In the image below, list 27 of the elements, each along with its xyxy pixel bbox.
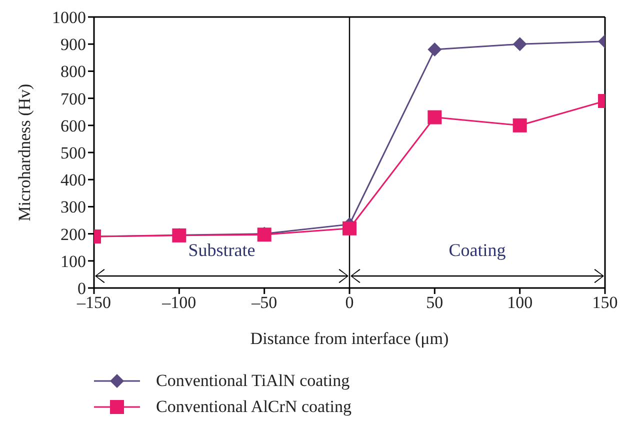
point: [342, 221, 356, 236]
y-tick-label: 300: [60, 198, 86, 217]
y-tick-label: 700: [60, 89, 86, 108]
point: [512, 37, 527, 52]
y-tick-label: 500: [60, 144, 86, 163]
point: [428, 110, 442, 124]
y-tick-label: 600: [60, 116, 86, 136]
y-tick-label: 100: [60, 252, 86, 271]
y-axis-title: Microhardness (Hv): [14, 84, 34, 222]
legend-label: Conventional AlCrN coating: [156, 397, 352, 417]
legend-label: Conventional TiAlN coating: [156, 371, 350, 391]
y-tick-label: 200: [60, 224, 86, 244]
x-tick-label: –100: [161, 293, 196, 312]
x-axis-title: Distance from interface (μm): [250, 329, 449, 348]
x-tick-label: 0: [345, 293, 354, 312]
annotation: Substrate: [188, 240, 256, 260]
point: [512, 118, 527, 132]
y-tick-label: 1000: [52, 8, 86, 28]
y-tick-label: 800: [60, 62, 86, 82]
x-tick-label: 150: [592, 293, 618, 312]
annotation: Coating: [448, 240, 506, 260]
x-tick-label: 50: [426, 293, 444, 312]
x-tick-label: 100: [507, 293, 533, 312]
y-tick-label: 900: [60, 35, 86, 54]
x-tick-label: –50: [250, 293, 278, 312]
y-tick-label: 400: [60, 170, 86, 190]
point: [428, 42, 442, 57]
